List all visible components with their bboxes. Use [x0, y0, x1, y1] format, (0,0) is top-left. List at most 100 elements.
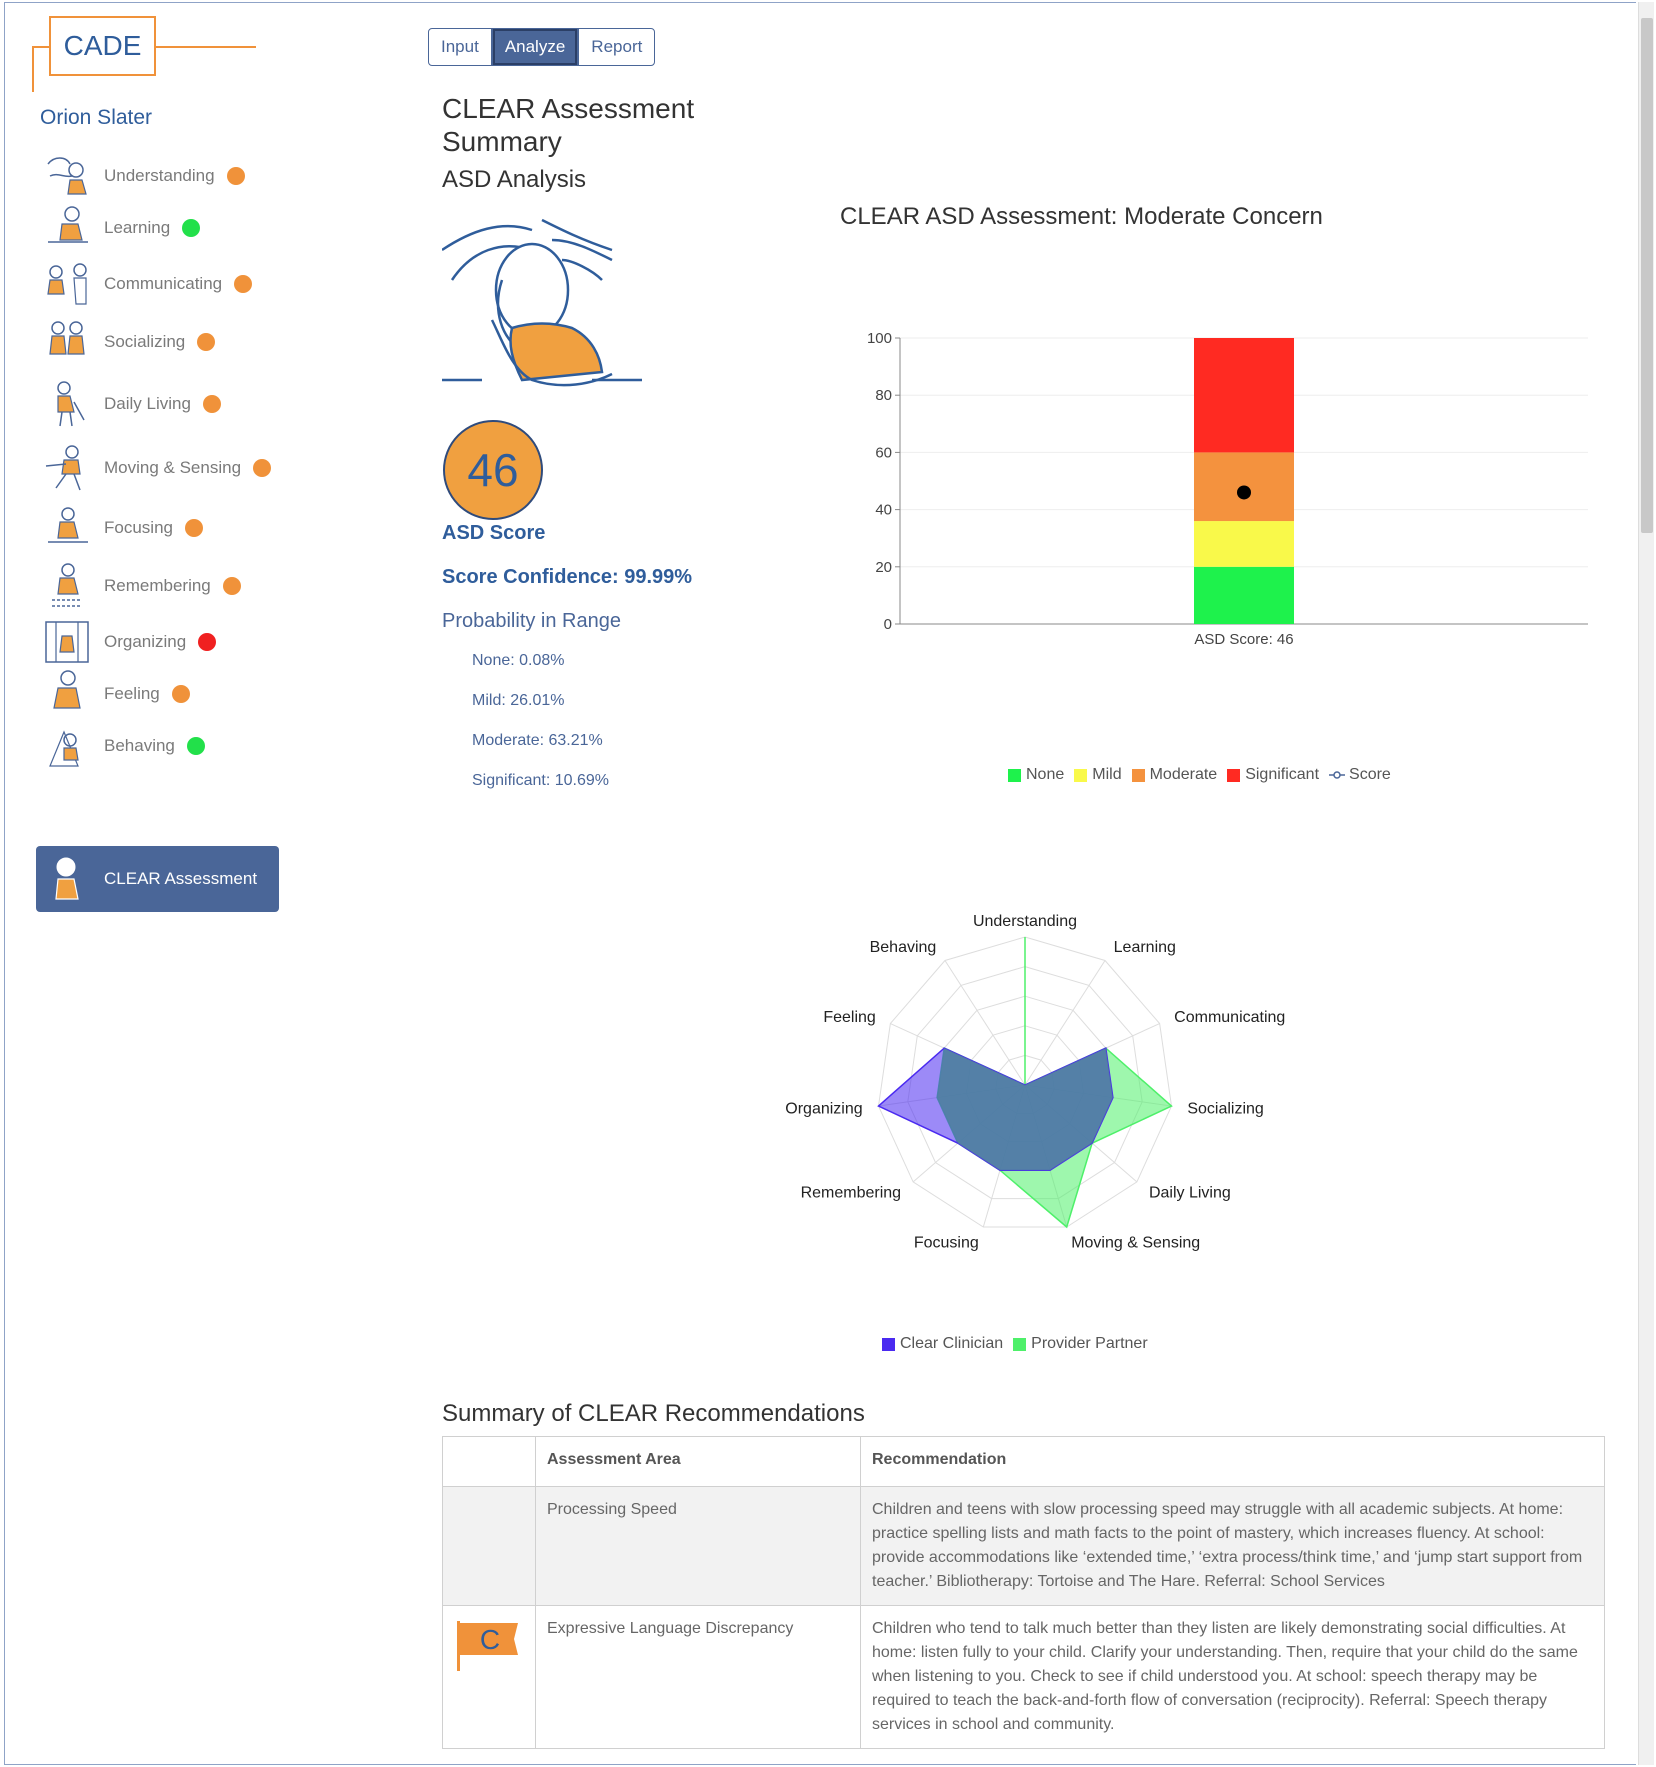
bar-segment-mild [1194, 521, 1294, 567]
sidebar-item-focusing[interactable]: Focusing [36, 500, 281, 556]
radar-spoke [944, 960, 1026, 1086]
behaving-icon [49, 730, 79, 767]
probability-none: None: 0.08% [472, 652, 565, 669]
radar-axis-label: Socializing [1187, 1100, 1263, 1117]
app-frame [4, 2, 1636, 1765]
moving-sensing-icon [45, 445, 81, 491]
legend-label: Provider Partner [1031, 1335, 1148, 1352]
radar-axis-label: Understanding [973, 913, 1077, 930]
probability-mild: Mild: 26.01% [472, 692, 565, 709]
logo-line [156, 46, 256, 48]
radar-grid-ring [877, 936, 1173, 1228]
probability-moderate: Moderate: 63.21% [472, 732, 603, 749]
learning-icon [48, 206, 88, 243]
sidebar-item-label: Feeling [104, 684, 160, 703]
sidebar-item-feeling[interactable]: Feeling [36, 666, 281, 722]
sidebar-item-behaving[interactable]: Behaving [36, 718, 281, 774]
area-cell: Processing Speed [535, 1486, 861, 1606]
vertical-scrollbar[interactable] [1638, 2, 1654, 1765]
tab-report[interactable]: Report [578, 28, 656, 66]
communicating-icon [47, 263, 87, 305]
radar-axis-label: Communicating [1174, 1009, 1285, 1026]
daily-living-icon [57, 381, 85, 427]
sidebar-item-socializing[interactable]: Socializing [36, 314, 281, 370]
sidebar-item-learning[interactable]: Learning [36, 200, 281, 256]
legend-item-mild[interactable]: Mild [1074, 766, 1122, 784]
legend-label: Significant [1245, 766, 1320, 783]
tab-input[interactable]: Input [428, 28, 492, 66]
chart-title: CLEAR ASD Assessment: Moderate Concern [840, 203, 1323, 230]
legend-item-none[interactable]: None [1008, 766, 1064, 784]
legend-item-moderate[interactable]: Moderate [1131, 766, 1218, 784]
asd-bar-chart: 0 20 40 60 80 100 ASD Score: 46 [867, 330, 1588, 648]
tab-analyze[interactable]: Analyze [491, 28, 579, 66]
legend-label: Moderate [1149, 766, 1218, 783]
status-dot [226, 167, 245, 185]
legend-item-clear-clinician[interactable]: Clear Clinician [882, 1335, 1003, 1353]
status-dot [222, 577, 241, 595]
remembering-icon [52, 563, 82, 607]
logo-line [32, 46, 49, 48]
legend-swatch [882, 1337, 895, 1351]
status-dot [253, 459, 272, 477]
page-subtitle: ASD Analysis [442, 166, 587, 193]
sidebar-item-moving-sensing[interactable]: Moving & Sensing [36, 440, 281, 496]
legend-item-significant[interactable]: Significant [1227, 766, 1319, 784]
logo-line [32, 46, 34, 92]
status-dot [234, 275, 253, 293]
recommendations-table: Assessment Area Recommendation Processin… [442, 1436, 1605, 1749]
probability-significant: Significant: 10.69% [472, 772, 609, 789]
probability-heading: Probability in Range [442, 610, 621, 632]
sidebar-item-understanding[interactable]: Understanding [36, 148, 281, 204]
sidebar-item-label: Remembering [104, 576, 211, 595]
status-dot [197, 333, 216, 351]
view-tabs: Input Analyze Report [428, 28, 656, 66]
bar-segment-none [1194, 566, 1294, 624]
sidebar-item-daily-living[interactable]: Daily Living [36, 376, 281, 432]
y-tick-label: 0 [884, 616, 892, 633]
status-dot [171, 685, 190, 703]
legend-label: Mild [1092, 766, 1122, 783]
sidebar-item-organizing[interactable]: Organizing [36, 614, 281, 670]
legend-item-score[interactable]: Score [1329, 766, 1391, 784]
clear-assessment-icon [55, 857, 79, 900]
bar-segment-significant [1194, 338, 1294, 453]
legend-item-provider-partner[interactable]: Provider Partner [1013, 1335, 1148, 1353]
table-row: C Expressive Language Discrepancy Childr… [442, 1605, 1605, 1749]
recommendations-title: Summary of CLEAR Recommendations [442, 1400, 865, 1427]
radar-axis-label: Learning [1114, 939, 1176, 956]
recommendation-cell: Children who tend to talk much better th… [860, 1605, 1605, 1749]
asd-score-badge: 46 [443, 420, 543, 520]
status-dot [186, 737, 205, 755]
sidebar-item-communicating[interactable]: Communicating [36, 256, 281, 312]
sidebar-item-label: Organizing [104, 632, 187, 651]
bar-chart-legend: None Mild Moderate Significant Score [1008, 766, 1401, 784]
asd-score-label: ASD Score [442, 522, 546, 544]
radar-axis-label: Focusing [914, 1234, 979, 1251]
sidebar-item-label: Understanding [104, 166, 215, 185]
scrollbar-thumb[interactable] [1641, 18, 1653, 533]
y-tick-label: 60 [875, 444, 892, 461]
thinking-child-illustration [442, 218, 642, 387]
patient-name: Orion Slater [40, 106, 153, 129]
radar-axis-label: Daily Living [1149, 1184, 1231, 1201]
legend-swatch [1074, 768, 1088, 782]
radar-axis-label: Moving & Sensing [1071, 1234, 1200, 1251]
flag-letter: C [480, 1624, 500, 1655]
sidebar-item-clear-assessment[interactable]: CLEAR Assessment [36, 846, 279, 912]
y-tick-label: 100 [867, 330, 892, 347]
cade-logo[interactable]: CADE [32, 16, 262, 96]
table-row: Processing Speed Children and teens with… [442, 1486, 1605, 1606]
legend-swatch [1227, 768, 1241, 782]
radar-overlap [937, 1048, 1113, 1171]
sidebar-item-remembering[interactable]: Remembering [36, 558, 281, 614]
radar-axis-label: Organizing [785, 1100, 862, 1117]
column-header-area: Assessment Area [535, 1436, 861, 1487]
sidebar-item-label: Daily Living [104, 394, 191, 413]
radar-axis-label: Feeling [823, 1009, 875, 1026]
radar-axis-label: Remembering [801, 1184, 901, 1201]
sidebar-item-label: Communicating [104, 274, 223, 293]
flag-cell [442, 1486, 536, 1606]
sidebar-item-label: Focusing [104, 518, 173, 537]
y-tick-label: 40 [875, 502, 892, 519]
